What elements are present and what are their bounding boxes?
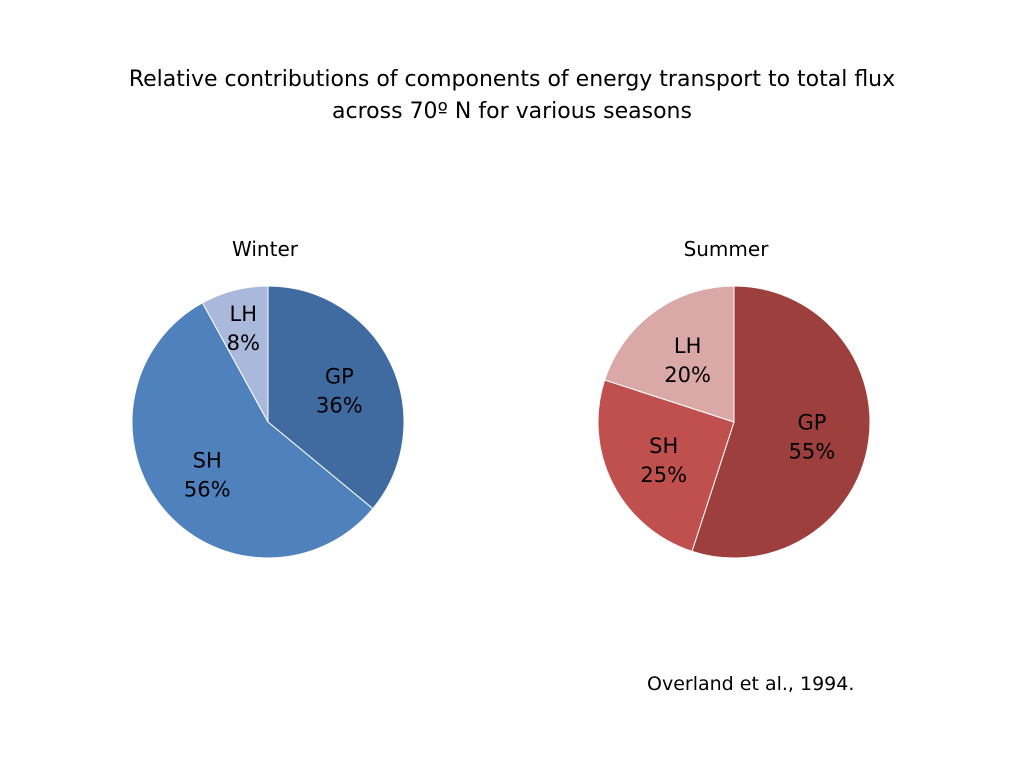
winter-slice-gp xyxy=(267,285,405,510)
summer-slice-gp xyxy=(691,285,871,559)
winter-slice-lh-name: LH xyxy=(230,302,257,326)
summer-slice-sh xyxy=(597,379,735,552)
summer-slice-gp-name: GP xyxy=(797,410,826,434)
summer-slice-lh xyxy=(604,285,735,423)
winter-chart-title: Winter xyxy=(232,237,298,261)
winter-pie-chart: GP 36% SH 56% LH 8% xyxy=(131,285,405,559)
summer-slice-lh-name: LH xyxy=(674,334,702,358)
winter-slice-sh-percent: 56% xyxy=(184,477,231,501)
winter-slice-gp-name: GP xyxy=(325,364,354,388)
summer-slice-lh-percent: 20% xyxy=(664,363,711,387)
winter-slice-sh xyxy=(131,302,374,559)
summer-chart-title: Summer xyxy=(683,237,769,261)
winter-slice-lh-percent: 8% xyxy=(227,331,260,355)
winter-slice-lh xyxy=(201,285,269,423)
citation: Overland et al., 1994. xyxy=(647,673,855,695)
slide-title: Relative contributions of components of … xyxy=(40,64,984,128)
title-line-1: Relative contributions of components of … xyxy=(128,67,896,92)
title-line-2: across 70º N for various seasons xyxy=(332,99,692,124)
summer-slice-gp-percent: 55% xyxy=(789,439,836,463)
summer-slice-sh-percent: 25% xyxy=(640,463,687,487)
summer-slice-sh-name: SH xyxy=(649,434,678,458)
summer-pie-chart: GP 55% SH 25% LH 20% xyxy=(597,285,871,559)
winter-slice-sh-name: SH xyxy=(193,448,222,472)
winter-slice-gp-percent: 36% xyxy=(316,393,363,417)
